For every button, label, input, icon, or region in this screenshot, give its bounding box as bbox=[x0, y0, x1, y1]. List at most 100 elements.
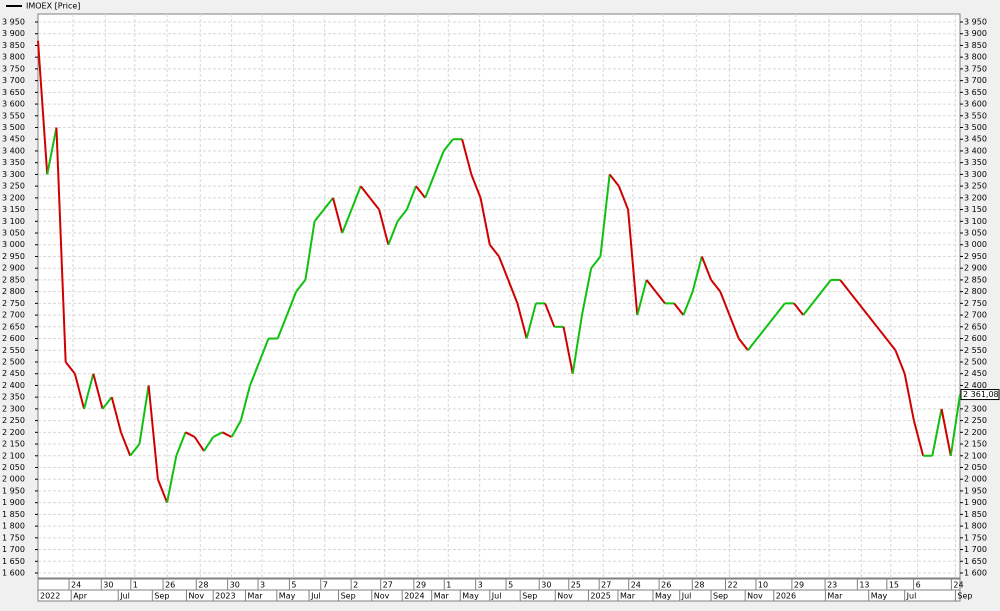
price-segment bbox=[442, 138, 454, 152]
price-segment bbox=[286, 291, 298, 316]
y-tick-label: 2 600 bbox=[2, 334, 25, 343]
y-tick-label: 3 150 bbox=[964, 205, 987, 214]
y-tick-label: 3 550 bbox=[964, 111, 987, 120]
y-tick-label: 2 800 bbox=[2, 287, 25, 296]
y-tick-label: 2 000 bbox=[964, 475, 987, 484]
y-tick-label: 2 000 bbox=[2, 475, 25, 484]
y-tick-label: 2 700 bbox=[964, 311, 987, 320]
x-tick-label: 5 bbox=[291, 581, 296, 590]
x-tick-label: 2025 bbox=[590, 592, 610, 601]
y-tick-label: 2 750 bbox=[964, 299, 987, 308]
y-tick-label: 2 900 bbox=[2, 264, 25, 273]
y-tick-label: 2 150 bbox=[964, 440, 987, 449]
y-tick-label: 1 900 bbox=[964, 498, 987, 507]
x-tick-label: 2023 bbox=[215, 592, 235, 601]
price-segment bbox=[885, 337, 897, 351]
y-tick-label: 1 950 bbox=[2, 486, 25, 495]
price-segment bbox=[479, 197, 491, 245]
price-segment bbox=[193, 436, 205, 452]
y-tick-label: 3 700 bbox=[2, 76, 25, 85]
price-segment bbox=[323, 197, 334, 211]
y-tick-label: 3 400 bbox=[2, 146, 25, 155]
price-segment bbox=[424, 174, 436, 199]
y-tick-label: 2 900 bbox=[964, 264, 987, 273]
x-tick-label: 28 bbox=[694, 581, 704, 590]
plot-area bbox=[37, 13, 961, 579]
x-tick-label: 27 bbox=[601, 581, 611, 590]
price-segment bbox=[599, 174, 611, 257]
price-segment bbox=[129, 443, 141, 457]
price-segment bbox=[608, 173, 620, 187]
x-tick-label: 29 bbox=[416, 581, 426, 590]
price-segment bbox=[46, 127, 58, 175]
price-segment bbox=[387, 220, 399, 246]
y-tick-label: 3 000 bbox=[964, 240, 987, 249]
x-tick-label: Sep bbox=[522, 592, 537, 601]
x-tick-label: 1 bbox=[446, 581, 451, 590]
x-tick-label: 24 bbox=[953, 581, 963, 590]
x-tick-label: May bbox=[279, 592, 296, 601]
price-segment bbox=[55, 127, 67, 363]
x-tick-label: 28 bbox=[198, 581, 208, 590]
y-tick-label: 2 950 bbox=[964, 252, 987, 261]
x-tick-label: 2 bbox=[353, 581, 358, 590]
x-tick-label: 26 bbox=[661, 581, 671, 590]
x-tick-label: 24 bbox=[631, 581, 641, 590]
price-segment bbox=[516, 303, 528, 339]
x-tick-label: Apr bbox=[73, 592, 88, 601]
x-tick-label: 3 bbox=[478, 581, 483, 590]
x-tick-label: 15 bbox=[889, 581, 899, 590]
y-tick-label: 2 500 bbox=[2, 357, 25, 366]
price-segment bbox=[867, 314, 878, 328]
price-segment bbox=[525, 303, 537, 339]
y-tick-label: 2 350 bbox=[2, 393, 25, 402]
price-segment bbox=[369, 197, 380, 211]
price-segment bbox=[691, 256, 703, 292]
price-segment bbox=[101, 396, 113, 410]
price-segment bbox=[378, 209, 390, 245]
y-tick-label: 2 550 bbox=[2, 346, 25, 355]
x-tick-label: 25 bbox=[571, 581, 581, 590]
x-tick-label: Nov bbox=[188, 592, 204, 601]
price-segment bbox=[654, 291, 666, 304]
x-tick-label: 7 bbox=[323, 581, 328, 590]
price-segment bbox=[756, 326, 768, 340]
x-tick-label: Nov bbox=[747, 592, 763, 601]
y-tick-label: 2 550 bbox=[964, 346, 987, 355]
y-tick-label: 2 100 bbox=[2, 451, 25, 460]
price-segment bbox=[617, 185, 630, 210]
y-tick-label: 3 300 bbox=[964, 170, 987, 179]
y-tick-label: 3 350 bbox=[964, 158, 987, 167]
price-segment bbox=[470, 174, 482, 199]
y-tick-label: 3 800 bbox=[2, 53, 25, 62]
price-segment bbox=[203, 436, 215, 452]
x-tick-label: Mar bbox=[620, 592, 636, 601]
x-tick-label: 30 bbox=[103, 581, 113, 590]
price-segment bbox=[747, 337, 758, 351]
price-segment bbox=[83, 373, 95, 410]
y-tick-label: 3 900 bbox=[2, 29, 25, 38]
x-tick-label: May bbox=[655, 592, 672, 601]
price-segment bbox=[304, 221, 316, 281]
price-segment bbox=[230, 420, 242, 438]
y-tick-label: 2 450 bbox=[964, 369, 987, 378]
y-tick-label: 1 800 bbox=[2, 522, 25, 531]
price-segment bbox=[811, 291, 823, 304]
y-tick-label: 2 800 bbox=[964, 287, 987, 296]
x-tick-label: May bbox=[462, 592, 479, 601]
price-segment bbox=[295, 279, 307, 293]
price-segment bbox=[737, 337, 749, 351]
x-tick-label: Sep bbox=[154, 592, 169, 601]
x-tick-label: Sep bbox=[957, 592, 972, 601]
y-tick-label: 3 950 bbox=[2, 18, 25, 27]
x-tick-label: 30 bbox=[230, 581, 240, 590]
price-segment bbox=[488, 244, 500, 258]
x-tick-label: 22 bbox=[728, 581, 738, 590]
x-tick-label: 26 bbox=[165, 581, 175, 590]
price-segment bbox=[627, 209, 639, 316]
y-tick-label: 3 600 bbox=[964, 100, 987, 109]
y-tick-label: 1 900 bbox=[2, 498, 25, 507]
y-tick-label: 3 050 bbox=[2, 229, 25, 238]
y-tick-label: 3 500 bbox=[2, 123, 25, 132]
price-segment bbox=[793, 302, 805, 316]
